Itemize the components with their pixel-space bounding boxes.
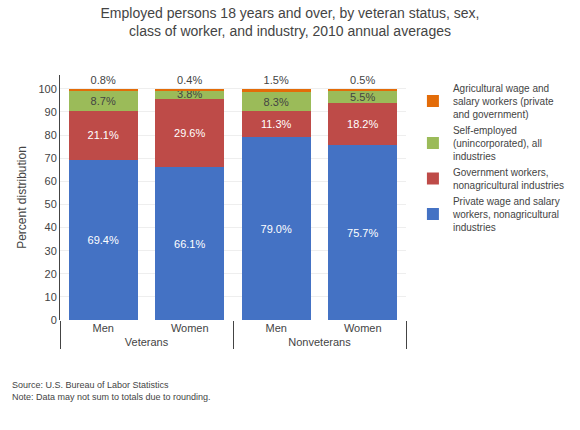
svg-text:1.5%: 1.5%	[264, 74, 289, 86]
svg-text:Employed persons 18 years and: Employed persons 18 years and over, by v…	[101, 5, 480, 39]
svg-text:0.8%: 0.8%	[91, 74, 116, 86]
svg-text:8.3%: 8.3%	[264, 96, 289, 108]
svg-text:79.0%: 79.0%	[261, 223, 292, 235]
svg-text:18.2%: 18.2%	[347, 118, 378, 130]
svg-text:8.7%: 8.7%	[91, 95, 116, 107]
svg-text:5.5%: 5.5%	[350, 91, 375, 103]
svg-text:Men: Men	[93, 322, 114, 334]
svg-text:60: 60	[45, 175, 57, 187]
svg-text:66.1%: 66.1%	[174, 238, 205, 250]
svg-text:Private wage and salaryworkers: Private wage and salaryworkers, nonagric…	[452, 196, 560, 233]
svg-text:70: 70	[45, 152, 57, 164]
svg-text:29.6%: 29.6%	[174, 127, 205, 139]
svg-text:Veterans: Veterans	[125, 336, 169, 348]
svg-text:0.5%: 0.5%	[350, 74, 375, 86]
svg-text:3.8%: 3.8%	[177, 88, 202, 100]
svg-text:Government workers,nonagricult: Government workers,nonagricultural indus…	[453, 167, 564, 191]
svg-text:0.4%: 0.4%	[177, 74, 202, 86]
svg-text:20: 20	[45, 268, 57, 280]
svg-text:30: 30	[45, 245, 57, 257]
svg-text:Percent distribution: Percent distribution	[15, 146, 29, 249]
svg-text:50: 50	[45, 198, 57, 210]
svg-text:100: 100	[38, 83, 56, 95]
svg-text:0: 0	[51, 314, 57, 326]
svg-text:Men: Men	[266, 322, 287, 334]
svg-text:69.4%: 69.4%	[88, 234, 119, 246]
svg-text:90: 90	[45, 106, 57, 118]
svg-text:Agricultural wage andsalary wo: Agricultural wage andsalary workers (pri…	[453, 83, 554, 120]
svg-text:11.3%: 11.3%	[261, 118, 292, 130]
svg-text:Women: Women	[171, 322, 209, 334]
svg-text:21.1%: 21.1%	[88, 129, 119, 141]
svg-text:40: 40	[45, 221, 57, 233]
svg-text:75.7%: 75.7%	[347, 227, 378, 239]
svg-text:Self-employed(unincorporated),: Self-employed(unincorporated), allindust…	[453, 125, 542, 162]
svg-text:Women: Women	[344, 322, 382, 334]
svg-text:80: 80	[45, 129, 57, 141]
svg-text:Source: U.S. Bureau of Labor S: Source: U.S. Bureau of Labor StatisticsN…	[12, 380, 211, 402]
svg-text:10: 10	[45, 291, 57, 303]
svg-text:Nonveterans: Nonveterans	[288, 336, 351, 348]
